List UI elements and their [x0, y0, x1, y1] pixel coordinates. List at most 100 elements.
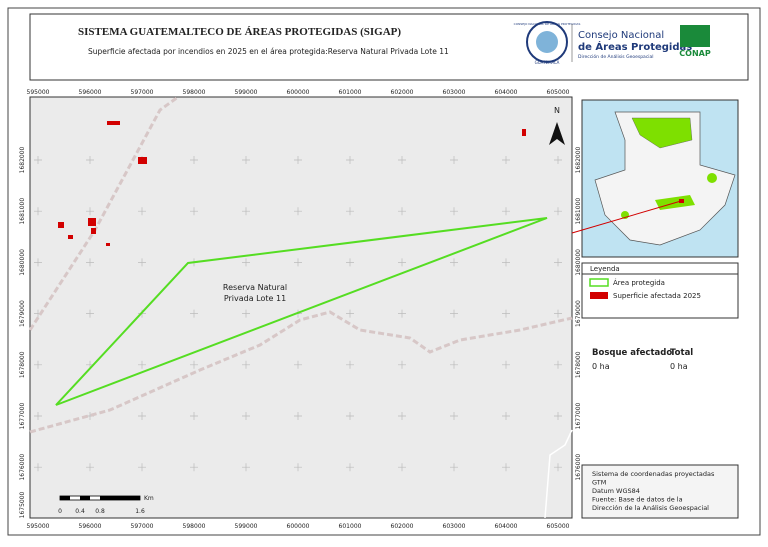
grid-cross: [242, 463, 250, 472]
patch: [88, 218, 96, 226]
map-frame: [29, 96, 573, 519]
x-coord-label: 596000: [79, 523, 102, 530]
x-coord-label: 600000: [287, 523, 310, 530]
grid-cross: [294, 207, 302, 216]
info-line: Sistema de coordenadas proyectadas: [592, 470, 715, 478]
x-coord-label: 604000: [495, 89, 518, 96]
grid-cross: [86, 258, 94, 267]
x-coord-label: 603000: [443, 89, 466, 96]
grid-cross: [34, 463, 42, 472]
grid-cross: [502, 412, 510, 420]
grid-cross: [86, 309, 94, 318]
y-coord-label: 1678000: [575, 351, 582, 378]
grid-cross: [346, 207, 354, 216]
grid-cross: [398, 463, 406, 472]
grid-cross: [294, 258, 302, 267]
grid-cross: [398, 309, 406, 318]
x-coord-label: 599000: [235, 523, 258, 530]
seal-text: GUATEMALA: [535, 60, 560, 65]
protected-area: [55, 217, 548, 406]
grid-marks: [34, 156, 562, 472]
grid-cross: [294, 463, 302, 472]
scale-label: 1.6: [135, 508, 145, 515]
grid-cross: [346, 258, 354, 267]
x-coord-label: 603000: [443, 523, 466, 530]
grid-cross: [554, 258, 562, 267]
info-line: Dirección de la Análisis Geoespacial: [592, 504, 709, 512]
y-coord-label: 1677000: [19, 402, 26, 429]
y-coord-label: 1680000: [19, 249, 26, 276]
grid-cross: [34, 412, 42, 420]
grid-cross: [502, 156, 510, 164]
grid-cross: [190, 463, 198, 472]
info-line: Datum WGS84: [592, 487, 640, 495]
legend-swatch: [589, 278, 609, 287]
grid-cross: [138, 463, 146, 472]
y-coord-label: 1682000: [575, 146, 582, 173]
seal-center: [536, 31, 558, 53]
grid-cross: [86, 156, 94, 164]
patch: [138, 157, 147, 164]
grid-cross: [294, 412, 302, 420]
y-coord-label: 1679000: [19, 300, 26, 327]
grid-cross: [242, 156, 250, 164]
grid-cross: [138, 207, 146, 216]
stats-value: 0 ha: [592, 362, 610, 371]
coordinate-labels: 595000 595000 596000 596000 597000 597000 5980…: [19, 89, 582, 530]
grid-cross: [242, 360, 250, 369]
seal-top: CONSEJO NACIONAL DE ÁREAS PROTEGIDAS: [514, 21, 581, 26]
y-coord-label: 1680000: [575, 249, 582, 276]
title: SISTEMA GUATEMALTECO DE ÁREAS PROTEGIDAS…: [78, 26, 401, 38]
inset-area: [707, 173, 717, 183]
grid-cross: [346, 412, 354, 420]
grid-cross: [502, 207, 510, 216]
grid-cross: [242, 309, 250, 318]
conap-icon: [680, 25, 710, 47]
x-coord-label: 601000: [339, 523, 362, 530]
stats-header: Total: [670, 348, 693, 358]
info-line: GTM: [592, 479, 606, 487]
x-coord-label: 598000: [183, 89, 206, 96]
grid-cross: [502, 360, 510, 369]
info-box: [581, 464, 739, 519]
grid-cross: [190, 412, 198, 420]
grid-cross: [398, 156, 406, 164]
y-coord-label: 1675000: [19, 491, 26, 518]
y-coord-label: 1679000: [575, 300, 582, 327]
scale-unit: Km: [144, 495, 154, 502]
north-label: N: [554, 106, 560, 115]
stats-value: 0 ha: [670, 362, 688, 371]
subtitle: Superficie afectada por incendios en 202…: [88, 47, 449, 56]
x-coord-label: 604000: [495, 523, 518, 530]
y-coord-label: 1682000: [19, 146, 26, 173]
grid-cross: [242, 258, 250, 267]
org-line2: de Áreas Protegidas: [578, 40, 692, 53]
grid-cross: [346, 156, 354, 164]
y-coord-label: 1681000: [19, 198, 26, 225]
patch: [106, 243, 110, 246]
patch: [522, 129, 526, 136]
grid-cross: [502, 258, 510, 267]
grid-cross: [86, 463, 94, 472]
grid-cross: [450, 156, 458, 164]
x-coord-label: 595000: [27, 523, 50, 530]
legend-box: [581, 262, 739, 319]
grid-cross: [294, 360, 302, 369]
grid-cross: [346, 463, 354, 472]
area-label: Privada Lote 11: [224, 294, 286, 303]
x-coord-label: 605000: [547, 89, 570, 96]
road: [29, 310, 573, 434]
river: [544, 429, 573, 519]
grid-cross: [450, 412, 458, 420]
grid-cross: [346, 360, 354, 369]
legend-item: Área protegida: [613, 278, 665, 287]
y-coord-label: 1676000: [575, 454, 582, 481]
grid-cross: [34, 258, 42, 267]
y-coord-label: 1676000: [19, 454, 26, 481]
x-coord-label: 597000: [131, 523, 154, 530]
grid-cross: [554, 360, 562, 369]
legend-swatch: [590, 292, 608, 299]
y-coord-label: 1677000: [575, 402, 582, 429]
scale-segment: [80, 496, 90, 500]
